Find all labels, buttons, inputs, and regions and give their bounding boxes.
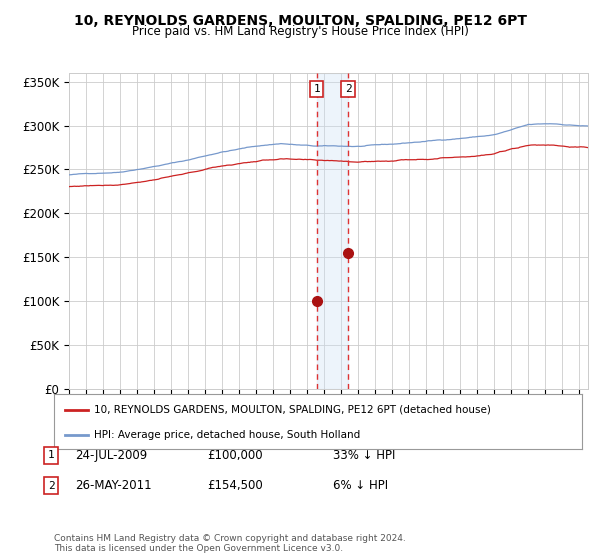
- Text: 2: 2: [47, 480, 55, 491]
- Text: 26-MAY-2011: 26-MAY-2011: [75, 479, 152, 492]
- Text: 10, REYNOLDS GARDENS, MOULTON, SPALDING, PE12 6PT: 10, REYNOLDS GARDENS, MOULTON, SPALDING,…: [74, 14, 527, 28]
- Text: 24-JUL-2009: 24-JUL-2009: [75, 449, 147, 462]
- Text: Contains HM Land Registry data © Crown copyright and database right 2024.
This d: Contains HM Land Registry data © Crown c…: [54, 534, 406, 553]
- Text: 1: 1: [313, 84, 320, 94]
- Text: 6% ↓ HPI: 6% ↓ HPI: [333, 479, 388, 492]
- Text: 2: 2: [344, 84, 352, 94]
- Text: £100,000: £100,000: [207, 449, 263, 462]
- Text: 10, REYNOLDS GARDENS, MOULTON, SPALDING, PE12 6PT (detached house): 10, REYNOLDS GARDENS, MOULTON, SPALDING,…: [94, 405, 490, 414]
- Bar: [317, 73, 348, 389]
- Text: HPI: Average price, detached house, South Holland: HPI: Average price, detached house, Sout…: [94, 431, 360, 440]
- Text: £154,500: £154,500: [207, 479, 263, 492]
- Text: Price paid vs. HM Land Registry's House Price Index (HPI): Price paid vs. HM Land Registry's House …: [131, 25, 469, 38]
- Text: 1: 1: [47, 450, 55, 460]
- Text: 33% ↓ HPI: 33% ↓ HPI: [333, 449, 395, 462]
